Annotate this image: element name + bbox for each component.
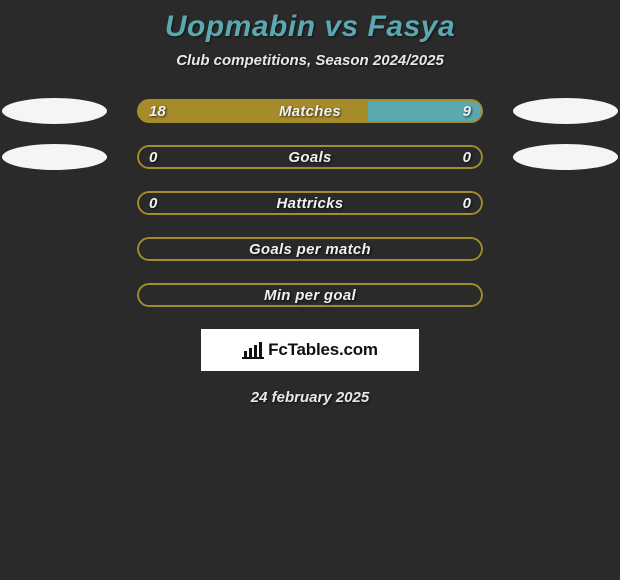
stat-rows-container: 189Matches 00Goals 00Hattricks Goals per ma… bbox=[0, 99, 620, 307]
stat-row: Min per goal bbox=[0, 283, 620, 307]
stat-row: 00Hattricks bbox=[0, 191, 620, 215]
stat-row: 00Goals bbox=[0, 145, 620, 169]
logo-text: FcTables.com bbox=[268, 340, 378, 360]
stat-label: Goals per match bbox=[137, 237, 483, 261]
comparison-widget: Uopmabin vs Fasya Club competitions, Sea… bbox=[0, 0, 620, 406]
page-title: Uopmabin vs Fasya bbox=[0, 10, 620, 44]
stat-row: Goals per match bbox=[0, 237, 620, 261]
date-line: 24 february 2025 bbox=[0, 389, 620, 406]
stat-label: Goals bbox=[137, 145, 483, 169]
stat-label: Matches bbox=[137, 99, 483, 123]
stat-bar: 00Goals bbox=[137, 145, 483, 169]
player-ellipse-left bbox=[2, 98, 107, 124]
stat-bar: 00Hattricks bbox=[137, 191, 483, 215]
player-ellipse-right bbox=[513, 144, 618, 170]
stat-bar: 189Matches bbox=[137, 99, 483, 123]
stat-label: Min per goal bbox=[137, 283, 483, 307]
stat-label: Hattricks bbox=[137, 191, 483, 215]
subtitle: Club competitions, Season 2024/2025 bbox=[0, 52, 620, 69]
logo-box[interactable]: FcTables.com bbox=[201, 329, 419, 371]
player-ellipse-left bbox=[2, 144, 107, 170]
stat-bar: Goals per match bbox=[137, 237, 483, 261]
stat-bar: Min per goal bbox=[137, 283, 483, 307]
stat-row: 189Matches bbox=[0, 99, 620, 123]
bar-chart-icon bbox=[242, 341, 264, 359]
player-ellipse-right bbox=[513, 98, 618, 124]
